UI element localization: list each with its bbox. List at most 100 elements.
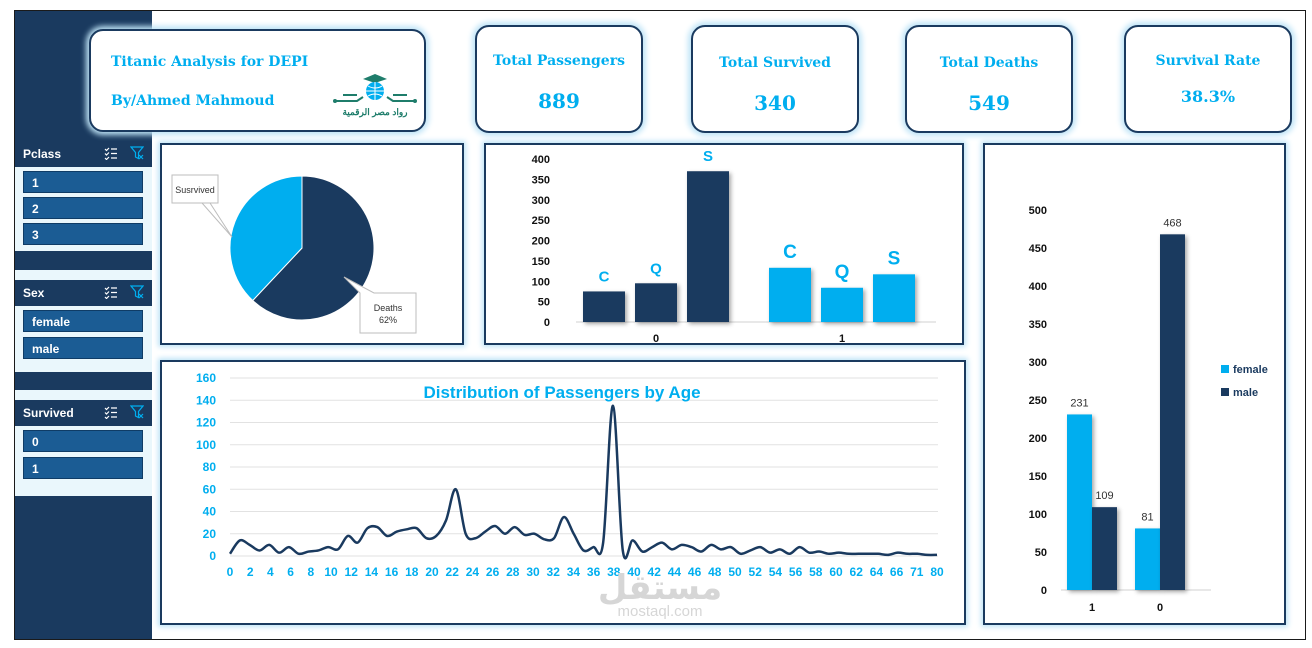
bar	[873, 274, 915, 322]
y-tick-label: 150	[532, 256, 550, 268]
x-tick-label: 26	[486, 565, 500, 579]
chart-title: Distribution of Passengers by Age	[423, 383, 700, 402]
legend-swatch	[1221, 365, 1229, 373]
x-tick-label: 28	[506, 565, 520, 579]
kpi-label: Total Passengers	[493, 53, 625, 69]
x-tick-label: 54	[769, 565, 783, 579]
bar	[687, 171, 729, 322]
sex-bar-chart: 0 50 100 150 200 250 300 350 400 450 500 231 109 1 81 4…	[1029, 205, 1268, 614]
x-tick-label: 4	[267, 565, 274, 579]
slicer-item[interactable]: 3	[23, 223, 143, 245]
slicer-item[interactable]: 1	[23, 457, 143, 479]
x-tick-label: 1	[1089, 602, 1095, 614]
pie-label: Susrvived	[175, 185, 215, 195]
x-tick-label: 30	[526, 565, 540, 579]
y-tick-label: 140	[196, 393, 216, 407]
pie-chart-panel: Susrvived Deaths 62%	[160, 143, 464, 345]
slicer-header: Sex	[15, 280, 152, 306]
slicer-item[interactable]: 1	[23, 171, 143, 193]
embarked-chart-panel: 0 50 100 150 200 250 300 350 400 C Q S 0 C Q S 1	[484, 143, 964, 345]
y-tick-label: 160	[196, 371, 216, 385]
x-tick-label: 71	[910, 565, 924, 579]
x-tick-label: 12	[345, 565, 359, 579]
series-line	[228, 404, 938, 560]
callout-box	[171, 174, 233, 238]
bar	[821, 287, 863, 322]
x-tick-label: 0	[1157, 602, 1163, 614]
clear-filter-icon[interactable]	[130, 405, 144, 419]
bar-data-label: C	[783, 242, 797, 263]
x-tick-label: 18	[405, 565, 419, 579]
logo-icon: رواد مصر الرقمية	[333, 74, 417, 118]
y-tick-label: 100	[532, 276, 550, 288]
legend-label: male	[1233, 387, 1258, 399]
x-tick-label: 40	[627, 565, 641, 579]
slicer-title: Survived	[23, 406, 74, 420]
bar	[635, 283, 677, 322]
slicer-title: Pclass	[23, 147, 62, 161]
dashboard-title: Titanic Analysis for DEPI	[111, 54, 309, 70]
dashboard-frame: Pclass 1 2 3 Sex female male Survived	[14, 10, 1306, 640]
x-tick-label: 48	[708, 565, 722, 579]
bar	[583, 291, 625, 322]
multi-select-icon[interactable]	[104, 405, 118, 419]
y-tick-label: 0	[209, 549, 216, 563]
multi-select-icon[interactable]	[104, 146, 118, 160]
y-tick-label: 250	[1029, 395, 1047, 407]
pie-callout: Deaths 62%	[343, 276, 417, 334]
kpi-card-total-deaths: Total Deaths 549	[905, 25, 1073, 133]
age-chart-panel: 0 20 40 60 80 100 120 140 160 0 2 4 6 8 10 12 14 16 18 20 22…	[160, 360, 966, 625]
x-tick-label: 56	[789, 565, 803, 579]
slicer-item[interactable]: female	[23, 310, 143, 332]
multi-select-icon[interactable]	[104, 285, 118, 299]
bar-data-label: 231	[1070, 397, 1088, 409]
watermark-logo: مستقل	[597, 568, 723, 608]
bar-data-label: 109	[1095, 490, 1113, 502]
x-tick-label: 0	[653, 333, 659, 343]
y-tick-label: 450	[1029, 243, 1047, 255]
x-tick-label: 8	[307, 565, 314, 579]
bar-data-label: Q	[650, 260, 662, 277]
x-tick-label: 16	[385, 565, 399, 579]
slicer-item[interactable]: 0	[23, 430, 143, 452]
x-tick-label: 24	[466, 565, 480, 579]
y-tick-label: 300	[1029, 357, 1047, 369]
clear-filter-icon[interactable]	[130, 146, 144, 160]
bar-data-label: 468	[1163, 217, 1181, 229]
slicer-survived: Survived 0 1	[15, 390, 152, 496]
x-tick-label: 34	[567, 565, 581, 579]
x-tick-label: 1	[839, 333, 845, 343]
slicer-header: Survived	[15, 400, 152, 426]
pie-slice	[252, 175, 375, 321]
y-tick-label: 350	[532, 174, 550, 186]
pie-callout: Susrvived	[171, 174, 233, 238]
x-tick-label: 2	[247, 565, 254, 579]
y-tick-label: 350	[1029, 319, 1047, 331]
bar	[1067, 414, 1092, 590]
x-tick-label: 66	[890, 565, 904, 579]
pie-value-label: 62%	[379, 315, 397, 325]
y-tick-label: 20	[203, 527, 217, 541]
kpi-label: Total Deaths	[939, 55, 1039, 71]
y-tick-label: 100	[1029, 509, 1047, 521]
legend-label: female	[1233, 364, 1268, 376]
y-tick-label: 120	[196, 416, 216, 430]
y-tick-label: 60	[203, 482, 217, 496]
author-label: By/Ahmed Mahmoud	[111, 93, 275, 109]
embarked-bar-chart: 0 50 100 150 200 250 300 350 400 C Q S 0 C Q S 1	[532, 148, 936, 345]
y-tick-label: 300	[532, 195, 550, 207]
slicer-item[interactable]: 2	[23, 197, 143, 219]
bar-data-label: 81	[1141, 511, 1153, 523]
kpi-value: 340	[754, 91, 796, 115]
bar	[1160, 234, 1185, 590]
x-tick-label: 80	[930, 565, 944, 579]
clear-filter-icon[interactable]	[130, 285, 144, 299]
slicer-header: Pclass	[15, 141, 152, 167]
kpi-card-total-passengers: Total Passengers 889	[475, 25, 643, 133]
logo-text: رواد مصر الرقمية	[342, 107, 407, 118]
slicer-item[interactable]: male	[23, 337, 143, 359]
y-tick-label: 200	[532, 236, 550, 248]
slicer-title: Sex	[23, 286, 45, 300]
y-tick-label: 150	[1029, 471, 1047, 483]
kpi-card-survival-rate: Survival Rate 38.3%	[1124, 25, 1292, 133]
